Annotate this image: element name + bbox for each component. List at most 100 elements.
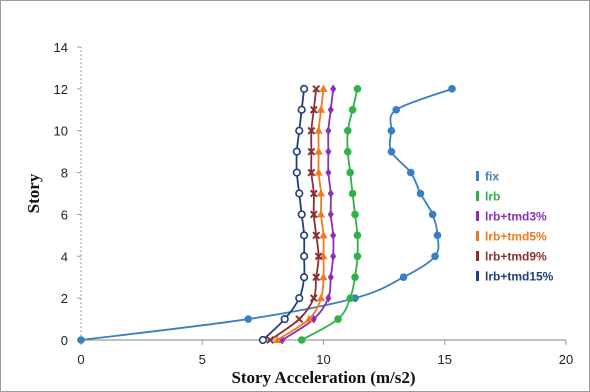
legend-item-fix: fix: [476, 170, 499, 184]
y-tick-label: 8: [61, 166, 68, 181]
y-tick-label: 12: [54, 82, 68, 97]
series-lrb+tmd3%: [279, 84, 337, 345]
data-point: [295, 315, 304, 323]
legend-item-lrb+tmd15%: lrb+tmd15%: [476, 270, 554, 284]
data-point: [387, 126, 396, 135]
legend-label: lrb+tmd5%: [485, 230, 547, 244]
legend-label: lrb+tmd15%: [485, 270, 554, 284]
data-point: [297, 105, 306, 114]
data-point: [307, 126, 316, 135]
data-point: [346, 168, 354, 177]
data-point: [297, 336, 306, 344]
data-point: [312, 231, 321, 240]
legend-swatch: [476, 271, 479, 281]
data-point: [353, 85, 362, 93]
data-point: [433, 231, 442, 240]
data-point: [300, 84, 309, 93]
data-point: [314, 168, 323, 176]
data-point: [300, 273, 309, 282]
x-tick-label: 10: [316, 352, 330, 367]
data-point: [317, 189, 326, 197]
data-point: [416, 189, 425, 198]
data-point: [330, 251, 337, 261]
data-point: [280, 314, 289, 324]
series-line: [269, 88, 320, 341]
data-point: [319, 230, 328, 239]
data-point: [314, 147, 323, 155]
x-tick-label: 15: [438, 352, 452, 367]
legend-item-lrb+tmd9%: lrb+tmd9%: [476, 250, 547, 264]
data-point: [258, 335, 267, 345]
series-line: [80, 88, 453, 341]
data-point: [325, 168, 332, 178]
series-lrb+tmd9%: [266, 84, 323, 344]
data-point: [327, 105, 334, 115]
data-point: [343, 147, 352, 156]
data-point: [304, 314, 313, 323]
data-point: [387, 147, 396, 156]
y-tick-label: 6: [61, 207, 68, 222]
legend-swatch: [476, 231, 479, 241]
data-point: [307, 168, 316, 177]
data-point: [292, 168, 301, 177]
data-point: [295, 126, 304, 135]
data-point: [448, 85, 456, 93]
data-point: [317, 105, 326, 113]
data-point: [292, 147, 301, 156]
data-point: [348, 105, 357, 114]
data-point: [431, 252, 439, 261]
legend-item-lrb+tmd5%: lrb+tmd5%: [476, 230, 547, 244]
data-point: [327, 272, 334, 282]
x-axis-title: Story Acceleration (m/s2): [231, 368, 415, 387]
data-point: [325, 147, 332, 157]
data-point: [244, 315, 253, 323]
data-point: [312, 84, 321, 93]
legend-item-lrb+tmd3%: lrb+tmd3%: [476, 210, 547, 224]
legend: fix lrb lrb+tmd3% lrb+tmd5% lrb+tmd9% lrb+tmd…: [476, 170, 554, 284]
legend-label: fix: [485, 170, 499, 184]
data-point: [300, 231, 309, 240]
data-point: [77, 336, 85, 344]
data-point: [330, 230, 337, 240]
data-point: [351, 210, 359, 219]
legend-swatch: [476, 191, 479, 201]
data-point: [330, 84, 337, 94]
data-point: [307, 147, 316, 156]
data-point: [314, 252, 323, 261]
data-point: [325, 293, 332, 303]
data-point: [309, 294, 318, 303]
y-tick-label: 0: [61, 333, 68, 348]
series-lrb+tmd15%: [258, 84, 309, 345]
y-axis-title: Story: [24, 173, 43, 213]
data-point: [295, 294, 304, 303]
y-tick-label: 14: [54, 40, 68, 55]
data-point: [327, 189, 334, 198]
data-point: [319, 272, 328, 281]
data-point: [314, 126, 323, 134]
legend-swatch: [476, 171, 479, 181]
data-point: [273, 335, 282, 343]
data-point: [348, 189, 357, 198]
series-lrb+tmd5%: [273, 84, 328, 343]
data-point: [399, 273, 408, 282]
series-lrb: [297, 85, 362, 344]
data-point: [319, 84, 328, 92]
data-point: [343, 126, 352, 135]
data-point: [407, 168, 415, 177]
legend-swatch: [476, 251, 479, 261]
data-point: [317, 293, 326, 302]
data-point: [266, 336, 275, 344]
data-point: [346, 294, 354, 302]
data-point: [309, 105, 318, 114]
legend-label: lrb+tmd3%: [485, 210, 547, 224]
data-point: [353, 231, 362, 240]
data-point: [295, 189, 304, 198]
y-tick-label: 2: [61, 291, 68, 306]
data-point: [317, 209, 326, 218]
data-point: [428, 210, 437, 219]
data-point: [353, 252, 362, 261]
data-point: [319, 251, 328, 260]
x-tick-label: 0: [77, 352, 84, 367]
data-point: [309, 189, 318, 198]
